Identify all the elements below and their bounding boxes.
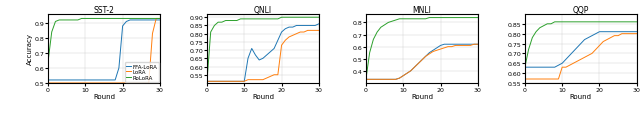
Y-axis label: Accuracy: Accuracy — [27, 33, 33, 65]
Title: MNLI: MNLI — [412, 6, 431, 15]
Legend: FFA-LoRA, LoRA, RoLoRA: FFA-LoRA, LoRA, RoLoRA — [125, 62, 159, 82]
Title: QQP: QQP — [573, 6, 589, 15]
Title: SST-2: SST-2 — [93, 6, 115, 15]
X-axis label: Round: Round — [252, 93, 274, 99]
Title: QNLI: QNLI — [254, 6, 272, 15]
X-axis label: Round: Round — [570, 93, 592, 99]
X-axis label: Round: Round — [93, 93, 115, 99]
X-axis label: Round: Round — [411, 93, 433, 99]
